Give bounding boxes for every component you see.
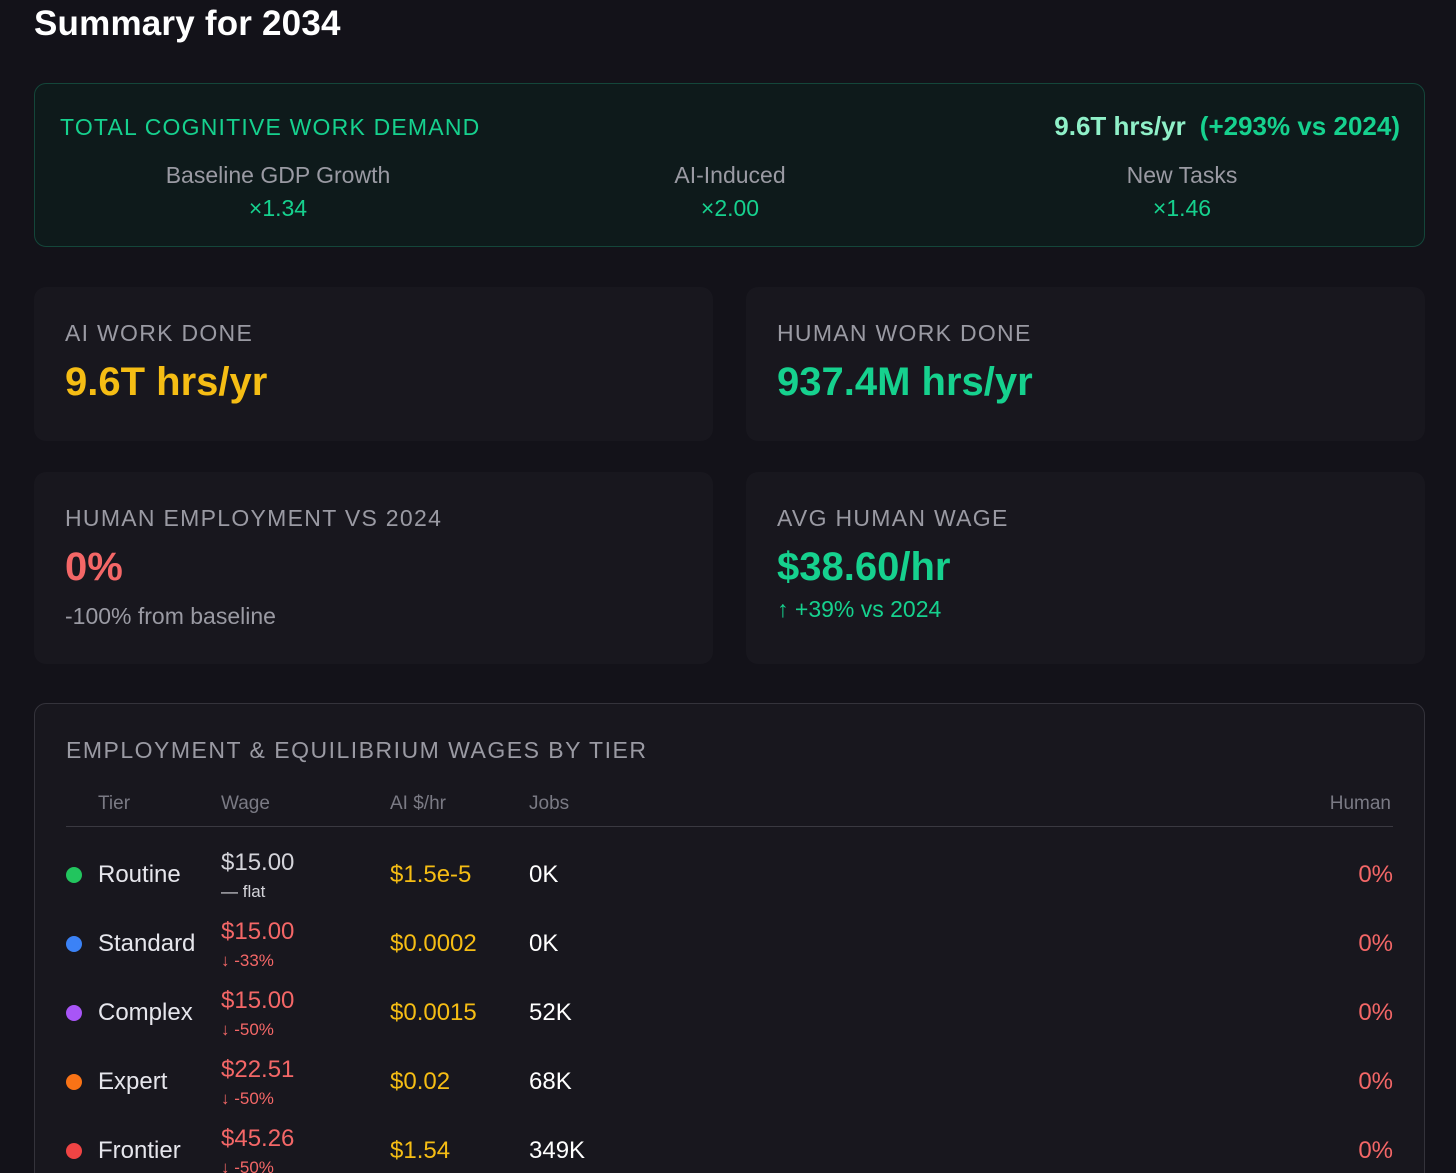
table-row: Frontier $45.26 ↓ -50% $1.54 349K 0% — [35, 1111, 1426, 1173]
employment-value: 0% — [65, 545, 123, 589]
human-work-label: HUMAN WORK DONE — [777, 320, 1032, 346]
avg-wage-label: AVG HUMAN WAGE — [777, 505, 1009, 531]
factor-ai-induced: AI-Induced ×2.00 — [580, 162, 880, 222]
employment-sub: -100% from baseline — [65, 603, 276, 629]
tier-ai-rate: $0.0015 — [390, 999, 477, 1026]
tier-ai-rate: $0.0002 — [390, 930, 477, 957]
demand-total: 9.6T hrs/yr (+293% vs 2024) — [1054, 111, 1400, 142]
tier-wage-delta: ↓ -50% — [221, 1020, 274, 1039]
tier-wage-delta: — flat — [221, 882, 266, 901]
tier-color-dot — [66, 936, 82, 952]
tier-wage: $15.00 — [221, 987, 295, 1014]
demand-total-change: (+293% vs 2024) — [1199, 111, 1400, 141]
total-demand-card: TOTAL COGNITIVE WORK DEMAND 9.6T hrs/yr (… — [34, 83, 1425, 247]
column-header-tier: Tier — [98, 793, 131, 814]
factor-value: ×2.00 — [700, 195, 760, 221]
tier-wage-delta: ↓ -33% — [221, 951, 274, 970]
column-header-jobs: Jobs — [529, 793, 570, 814]
tier-name: Frontier — [98, 1137, 181, 1164]
tier-name: Complex — [98, 999, 193, 1026]
factor-value: ×1.34 — [248, 195, 308, 221]
tier-wage: $22.51 — [221, 1056, 295, 1083]
employment-card: HUMAN EMPLOYMENT VS 2024 0% -100% from b… — [34, 472, 713, 664]
tier-human-share: 0% — [1358, 861, 1393, 888]
human-work-card: HUMAN WORK DONE 937.4M hrs/yr — [746, 287, 1425, 441]
tier-wage-delta: ↓ -50% — [221, 1158, 274, 1173]
tier-human-share: 0% — [1358, 1068, 1393, 1095]
tier-wage: $15.00 — [221, 849, 295, 876]
tier-table-title: EMPLOYMENT & EQUILIBRIUM WAGES BY TIER — [66, 737, 648, 763]
avg-wage-value: $38.60/hr — [777, 545, 951, 589]
demand-total-value: 9.6T hrs/yr — [1054, 111, 1186, 141]
column-header-human: Human — [1329, 793, 1391, 814]
tier-human-share: 0% — [1358, 1137, 1393, 1164]
tier-color-dot — [66, 1005, 82, 1021]
header-divider — [66, 826, 1393, 827]
demand-label: TOTAL COGNITIVE WORK DEMAND — [60, 114, 481, 140]
human-work-value: 937.4M hrs/yr — [777, 360, 1033, 404]
factor-label: Baseline GDP Growth — [165, 162, 391, 188]
employment-label: HUMAN EMPLOYMENT VS 2024 — [65, 505, 443, 531]
factor-label: AI-Induced — [674, 162, 786, 188]
tier-name: Standard — [98, 930, 196, 957]
ai-work-value: 9.6T hrs/yr — [65, 360, 268, 404]
factor-value: ×1.46 — [1152, 195, 1212, 221]
tier-human-share: 0% — [1358, 930, 1393, 957]
table-row: Expert $22.51 ↓ -50% $0.02 68K 0% — [35, 1042, 1426, 1111]
ai-work-label: AI WORK DONE — [65, 320, 254, 346]
column-header-wage: Wage — [221, 793, 270, 814]
tier-table: EMPLOYMENT & EQUILIBRIUM WAGES BY TIER T… — [34, 703, 1425, 1173]
tier-color-dot — [66, 1074, 82, 1090]
table-row: Standard $15.00 ↓ -33% $0.0002 0K 0% — [35, 904, 1426, 973]
tier-jobs: 68K — [529, 1068, 572, 1095]
avg-wage-card: AVG HUMAN WAGE $38.60/hr ↑ +39% vs 2024 — [746, 472, 1425, 664]
table-row: Complex $15.00 ↓ -50% $0.0015 52K 0% — [35, 973, 1426, 1042]
tier-human-share: 0% — [1358, 999, 1393, 1026]
tier-jobs: 0K — [529, 861, 559, 888]
table-row: Routine $15.00 — flat $1.5e-5 0K 0% — [35, 835, 1426, 904]
tier-wage: $15.00 — [221, 918, 295, 945]
tier-wage-delta: ↓ -50% — [221, 1089, 274, 1108]
factor-new-tasks: New Tasks ×1.46 — [1032, 162, 1332, 222]
tier-color-dot — [66, 1143, 82, 1159]
tier-jobs: 349K — [529, 1137, 586, 1164]
tier-ai-rate: $1.54 — [390, 1137, 451, 1164]
tier-ai-rate: $0.02 — [390, 1068, 451, 1095]
avg-wage-change: ↑ +39% vs 2024 — [777, 596, 942, 622]
factor-baseline-gdp: Baseline GDP Growth ×1.34 — [128, 162, 428, 222]
factor-label: New Tasks — [1126, 162, 1238, 188]
tier-name: Expert — [98, 1068, 168, 1095]
tier-ai-rate: $1.5e-5 — [390, 861, 472, 888]
tier-name: Routine — [98, 861, 181, 888]
tier-jobs: 52K — [529, 999, 572, 1026]
page-title: Summary for 2034 — [34, 4, 341, 43]
tier-color-dot — [66, 867, 82, 883]
column-header-ai-rate: AI $/hr — [390, 793, 446, 814]
tier-wage: $45.26 — [221, 1125, 295, 1152]
ai-work-card: AI WORK DONE 9.6T hrs/yr — [34, 287, 713, 441]
tier-jobs: 0K — [529, 930, 559, 957]
